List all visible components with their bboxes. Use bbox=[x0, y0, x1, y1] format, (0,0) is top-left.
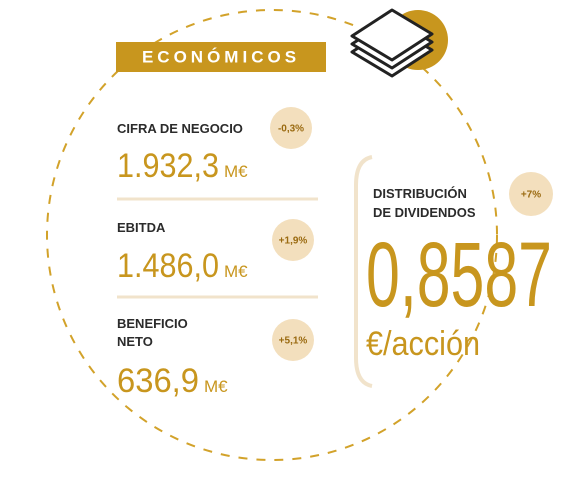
dividend-unit: €/acción bbox=[366, 325, 480, 363]
change-pill bbox=[270, 107, 312, 149]
dividend-change: +7% bbox=[521, 190, 541, 201]
indicator-label: NETO bbox=[117, 334, 153, 349]
indicator-label: BENEFICIO bbox=[117, 316, 188, 331]
indicator-value: 636,9 bbox=[117, 362, 199, 400]
indicator-unit: M€ bbox=[224, 262, 248, 281]
change-pill bbox=[509, 172, 553, 216]
dividend-label: DISTRIBUCIÓN bbox=[373, 186, 467, 201]
badge-text: ECONÓMICOS bbox=[142, 47, 300, 66]
dividend-label: DE DIVIDENDOS bbox=[373, 205, 476, 220]
money-icon bbox=[350, 8, 434, 78]
indicator-change: -0,3% bbox=[278, 124, 304, 135]
indicator-unit: M€ bbox=[224, 162, 248, 181]
indicator-label: CIFRA DE NEGOCIO bbox=[117, 121, 243, 136]
indicator-unit: M€ bbox=[204, 377, 228, 396]
indicator-change: +1,9% bbox=[279, 236, 308, 247]
badge-box bbox=[116, 42, 326, 72]
change-pill bbox=[272, 319, 314, 361]
dividend-value: 0,8587 bbox=[366, 224, 552, 326]
change-pill bbox=[272, 219, 314, 261]
indicator-value: 1.486,0 bbox=[117, 247, 219, 285]
indicator-change: +5,1% bbox=[279, 336, 308, 347]
bracket bbox=[354, 155, 373, 388]
indicator-value: 1.932,3 bbox=[117, 147, 219, 185]
dashed-ring bbox=[46, 9, 498, 461]
indicator-label: EBITDA bbox=[117, 220, 166, 235]
